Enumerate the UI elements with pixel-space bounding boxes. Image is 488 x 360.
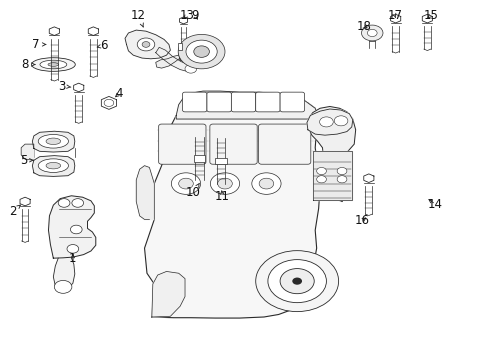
Polygon shape [32,131,75,152]
Polygon shape [49,27,59,36]
Polygon shape [125,30,170,59]
Text: 18: 18 [356,20,371,33]
Ellipse shape [31,58,75,71]
Polygon shape [144,101,320,318]
Circle shape [333,116,347,126]
Polygon shape [156,55,180,68]
Polygon shape [48,196,96,258]
Circle shape [142,41,150,47]
Polygon shape [21,144,34,160]
Circle shape [178,35,224,69]
Circle shape [104,99,114,107]
Circle shape [267,260,326,303]
Polygon shape [176,91,317,119]
Polygon shape [422,14,431,23]
Circle shape [184,64,196,73]
Polygon shape [74,83,83,92]
Polygon shape [178,40,224,64]
Text: 1: 1 [69,252,77,265]
Polygon shape [363,174,373,183]
Circle shape [54,280,72,293]
Ellipse shape [46,162,61,169]
Polygon shape [307,107,355,202]
Polygon shape [88,27,98,36]
Ellipse shape [40,60,67,69]
Text: 8: 8 [21,58,35,71]
Circle shape [366,30,376,37]
Circle shape [171,173,200,194]
FancyBboxPatch shape [255,92,280,112]
Ellipse shape [38,134,68,148]
FancyBboxPatch shape [209,124,257,164]
FancyBboxPatch shape [158,124,205,164]
FancyBboxPatch shape [182,92,206,112]
Circle shape [185,40,217,63]
Circle shape [251,173,281,194]
Text: 5: 5 [20,154,33,167]
Circle shape [210,173,239,194]
Polygon shape [136,166,154,220]
FancyBboxPatch shape [215,158,226,164]
Circle shape [361,25,382,41]
Text: 6: 6 [97,39,107,52]
Text: 15: 15 [423,9,437,22]
Polygon shape [179,17,187,24]
FancyBboxPatch shape [178,43,182,50]
Circle shape [178,178,193,189]
Text: 7: 7 [32,38,45,51]
Circle shape [316,167,326,175]
Polygon shape [20,197,30,206]
Circle shape [58,199,70,207]
Circle shape [336,176,346,183]
Polygon shape [152,271,184,317]
Polygon shape [390,14,400,23]
Text: 13: 13 [179,9,194,22]
Circle shape [336,167,346,175]
Circle shape [67,244,79,253]
Circle shape [259,178,273,189]
FancyBboxPatch shape [206,92,231,112]
Text: 12: 12 [130,9,145,27]
FancyBboxPatch shape [258,124,310,164]
FancyBboxPatch shape [194,155,205,162]
Ellipse shape [48,63,59,66]
Text: 14: 14 [427,198,442,211]
Circle shape [137,38,155,51]
Text: 16: 16 [354,214,369,227]
Text: 10: 10 [185,183,201,199]
Text: 11: 11 [215,190,229,203]
Polygon shape [312,151,351,200]
Polygon shape [306,109,352,135]
Text: 17: 17 [386,9,401,22]
Text: 9: 9 [191,9,198,22]
Ellipse shape [38,159,68,172]
Polygon shape [53,258,75,289]
Text: 2: 2 [9,205,20,218]
Circle shape [319,117,332,127]
Text: 4: 4 [115,87,122,100]
FancyBboxPatch shape [231,92,255,112]
Circle shape [70,225,82,234]
Polygon shape [32,156,75,176]
Circle shape [316,176,326,183]
Ellipse shape [46,138,61,144]
FancyBboxPatch shape [280,92,304,112]
Text: 3: 3 [58,80,71,93]
Polygon shape [101,96,116,109]
Polygon shape [156,47,194,72]
Circle shape [255,251,338,312]
Circle shape [72,199,83,207]
Circle shape [217,178,232,189]
Circle shape [292,278,302,285]
Circle shape [193,46,209,57]
Circle shape [280,269,314,294]
